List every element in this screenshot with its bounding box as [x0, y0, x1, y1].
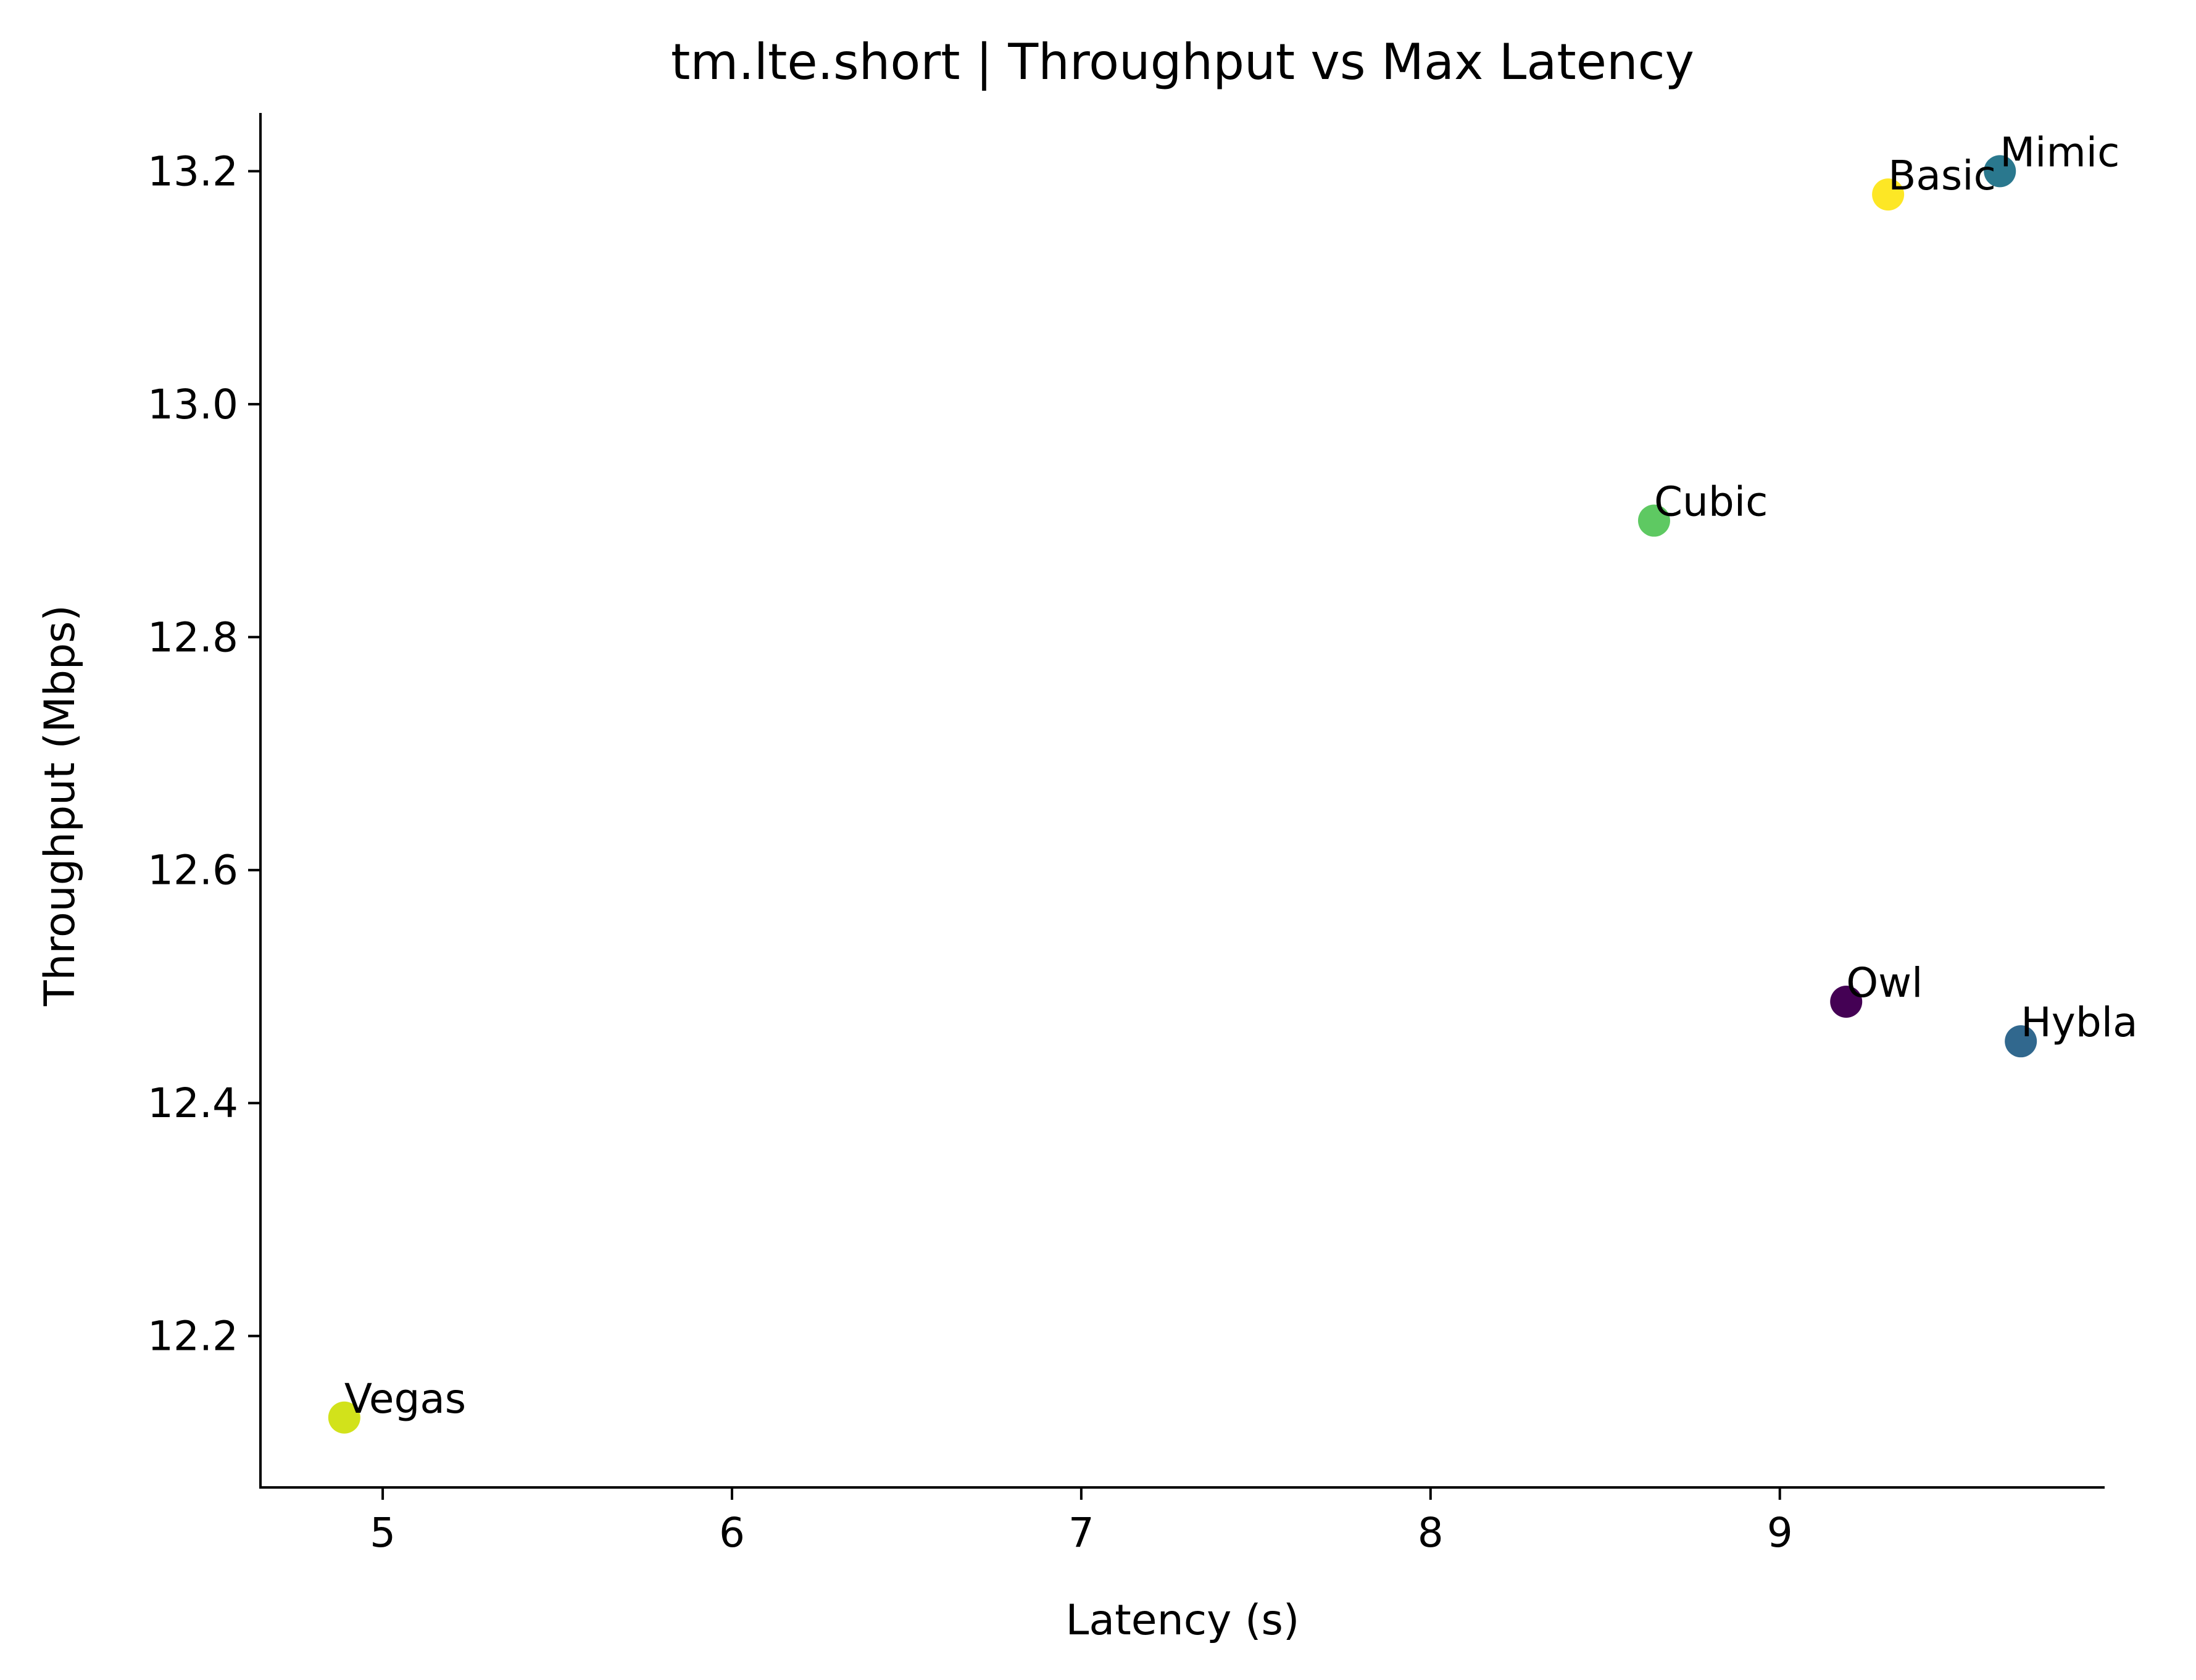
chart-title: tm.lte.short | Throughput vs Max Latency	[671, 33, 1694, 91]
y-tick-label: 12.8	[148, 613, 238, 661]
y-axis-label: Throughput (Mbps)	[36, 605, 85, 1007]
data-point-basic	[1872, 178, 1905, 211]
data-point-mimic	[1984, 155, 2016, 188]
axis-spines	[259, 113, 2105, 1489]
y-tick-label: 12.2	[148, 1313, 238, 1360]
data-point-label: Cubic	[1654, 478, 1768, 526]
y-tick-label: 12.4	[148, 1079, 238, 1127]
x-tick-label: 7	[1068, 1509, 1094, 1557]
axis-ticks: 5 6 7 8 9 12.2 12.4 12.6 12.8 13.0 13.2	[148, 148, 1793, 1557]
data-point-label: Owl	[1846, 959, 1923, 1007]
y-tick-label: 13.0	[148, 381, 238, 428]
data-point-cubic	[1637, 504, 1670, 537]
y-tick-label: 12.6	[148, 847, 238, 894]
x-tick-label: 6	[719, 1509, 745, 1557]
data-point-vegas	[328, 1401, 360, 1434]
data-point-label: Vegas	[344, 1375, 466, 1423]
data-point-label: Mimic	[2000, 128, 2119, 176]
x-tick-label: 8	[1418, 1509, 1444, 1557]
data-point-label: Hybla	[2021, 999, 2137, 1046]
data-point-hybla	[2005, 1025, 2037, 1058]
x-tick-label: 9	[1767, 1509, 1793, 1557]
y-tick-label: 13.2	[148, 148, 238, 195]
data-point-owl	[1830, 986, 1863, 1018]
x-tick-label: 5	[370, 1509, 396, 1557]
x-axis-label: Latency (s)	[1066, 1596, 1300, 1645]
data-point-label: Basic	[1888, 152, 1996, 199]
